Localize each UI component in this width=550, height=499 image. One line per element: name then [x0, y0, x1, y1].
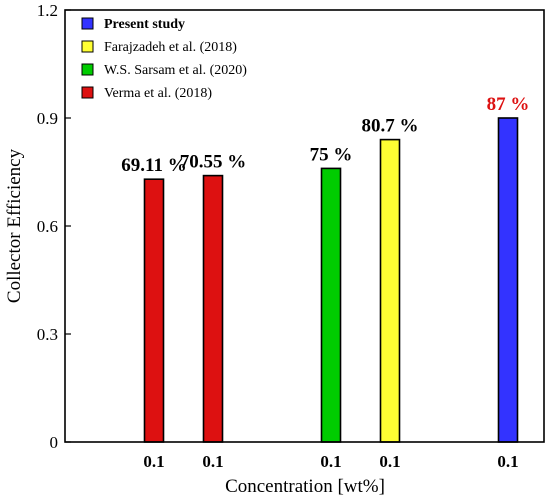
bar-value-label: 70.55 %	[180, 152, 247, 173]
legend-label: Farajzadeh et al. (2018)	[104, 40, 237, 55]
legend-swatch	[81, 86, 94, 99]
legend-swatch	[81, 40, 94, 53]
data-labels-layer: 69.11 %70.55 % 75 % 80.7 % 87 %	[121, 94, 529, 176]
y-tick-label: 0.9	[37, 109, 58, 128]
bar	[497, 117, 519, 443]
bars-layer	[143, 117, 519, 443]
bar	[320, 167, 342, 443]
bar-value-label: 80.7 %	[362, 116, 419, 137]
bar	[143, 178, 165, 443]
bar-value-label: 75 %	[310, 144, 353, 165]
y-tick-label: 0	[50, 433, 59, 452]
x-tick-label: 0.1	[379, 452, 400, 471]
x-tick-label: 0.1	[143, 452, 164, 471]
y-tick-label: 0.6	[37, 217, 58, 236]
legend: Present study Farajzadeh et al. (2018) W.S…	[81, 17, 247, 101]
x-ticks-layer: 0.1 0.1 0.1 0.1 0.1	[143, 452, 518, 471]
y-ticks-layer: 0 0.3 0.6 0.9 1.2	[37, 1, 71, 452]
legend-swatch	[81, 17, 94, 30]
legend-label: Verma et al. (2018)	[104, 86, 212, 101]
bar-value-label: 69.11 %	[121, 155, 186, 176]
y-axis-title: Collector Efficiency	[4, 148, 25, 303]
bar	[379, 138, 401, 443]
x-axis-title: Concentration [wt%]	[225, 476, 385, 497]
bar	[202, 174, 224, 443]
x-tick-label: 0.1	[497, 452, 518, 471]
legend-label: W.S. Sarsam et al. (2020)	[104, 63, 247, 78]
legend-swatch	[81, 63, 94, 76]
bar-value-label: 87 %	[487, 94, 530, 115]
x-tick-label: 0.1	[320, 452, 341, 471]
y-tick-label: 1.2	[37, 1, 58, 20]
x-tick-label: 0.1	[202, 452, 223, 471]
legend-label: Present study	[104, 17, 185, 32]
y-tick-label: 0.3	[37, 325, 58, 344]
